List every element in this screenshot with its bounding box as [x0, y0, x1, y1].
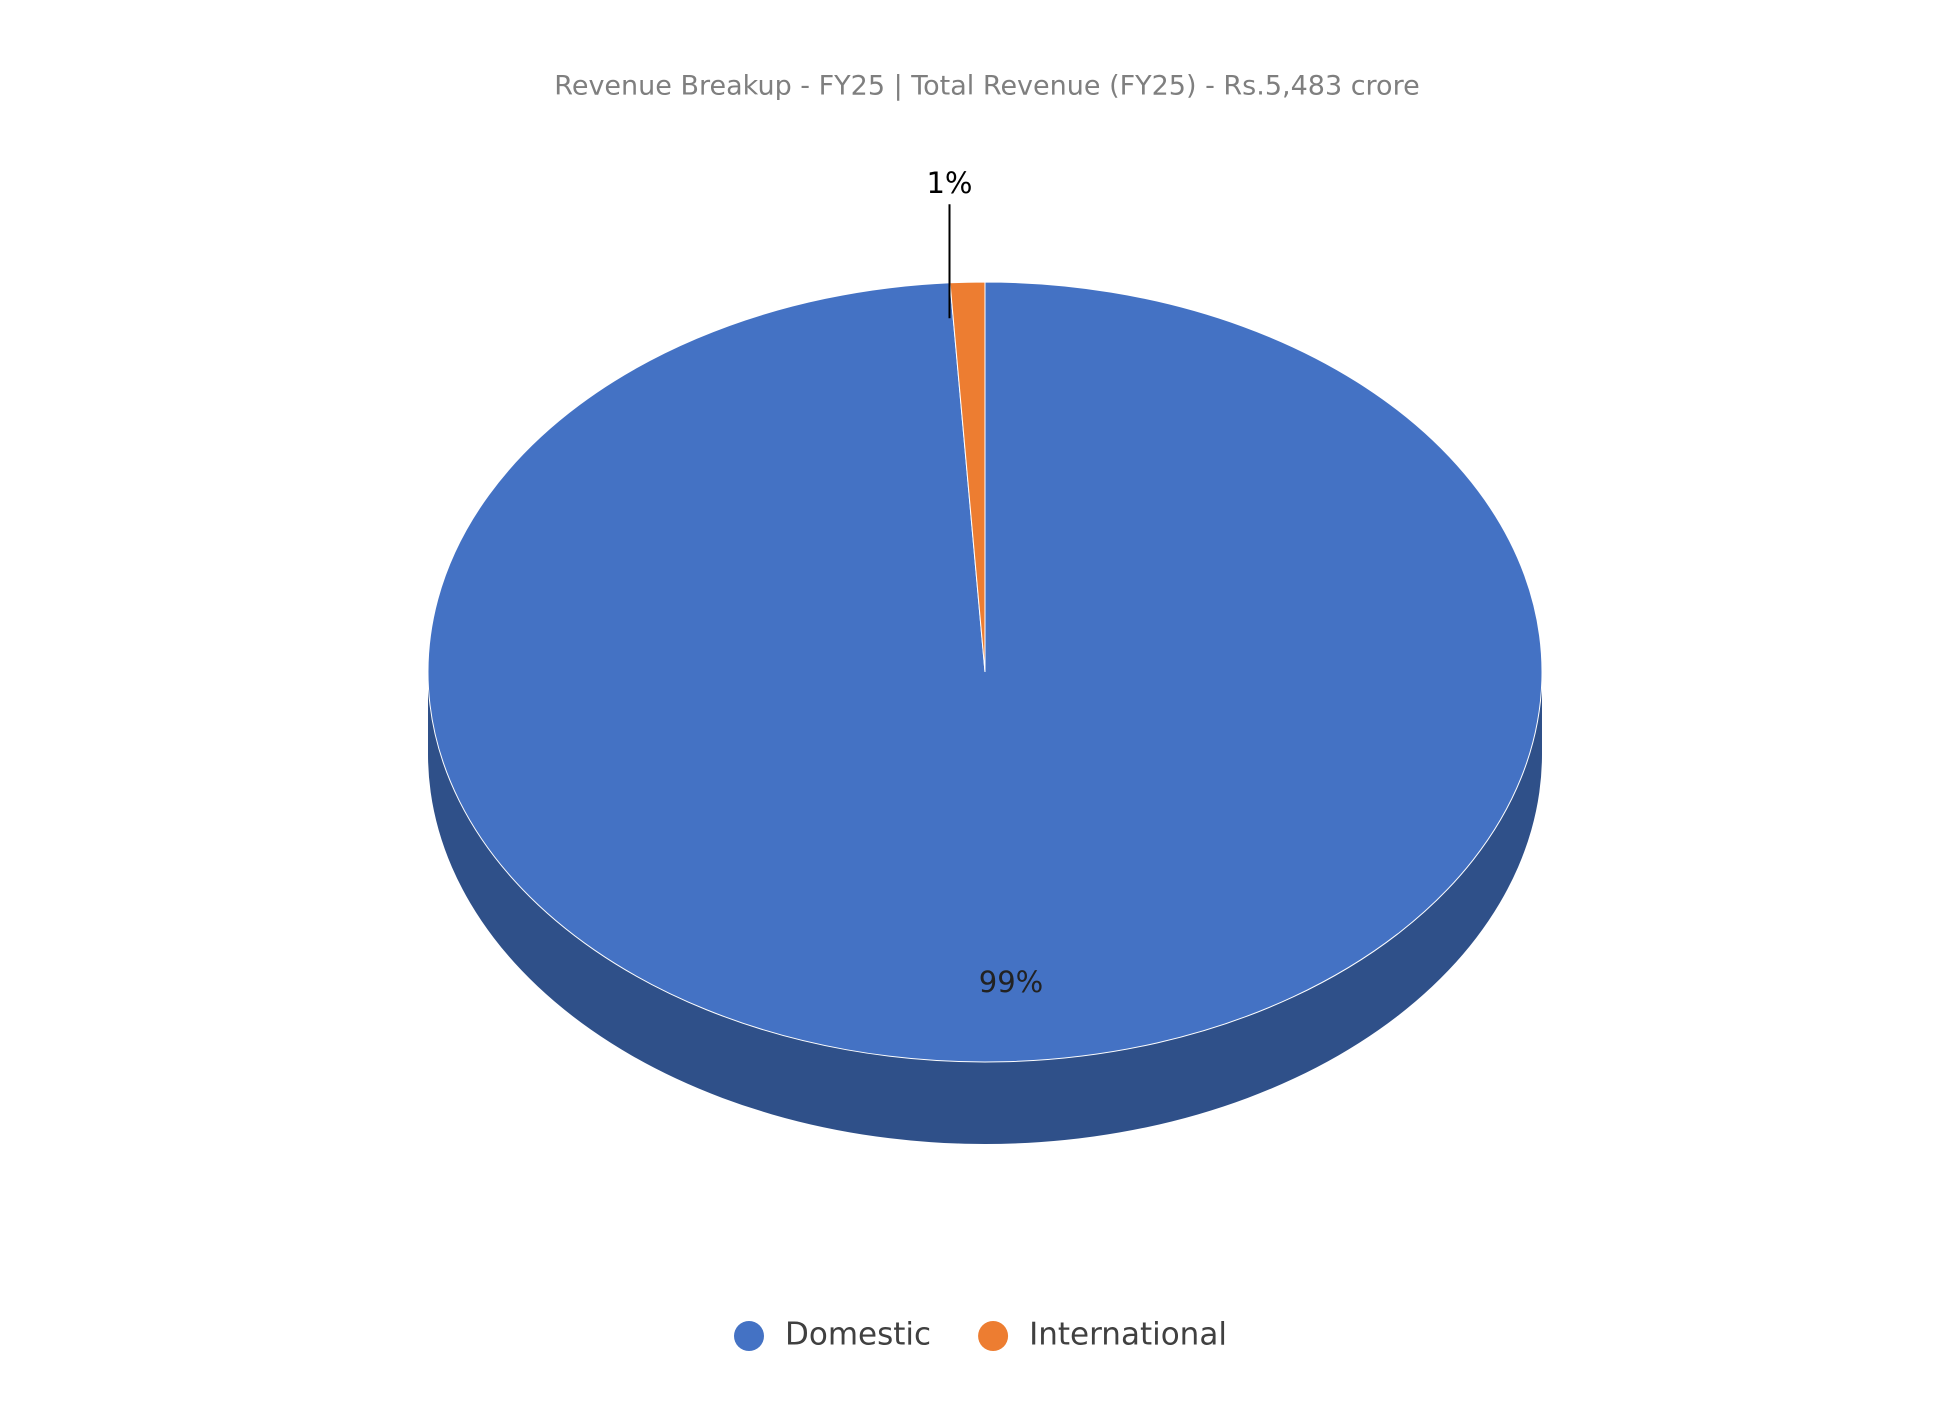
- legend-label: Domestic: [785, 1317, 931, 1353]
- pie-side: [428, 672, 1542, 1144]
- legend-label: International: [1029, 1317, 1227, 1353]
- chart-title: Revenue Breakup - FY25 | Total Revenue (…: [554, 71, 1419, 102]
- legend-marker: [978, 1321, 1009, 1351]
- data-label: 1%: [926, 166, 972, 200]
- legend-marker: [734, 1321, 764, 1351]
- data-label: 99%: [979, 965, 1043, 999]
